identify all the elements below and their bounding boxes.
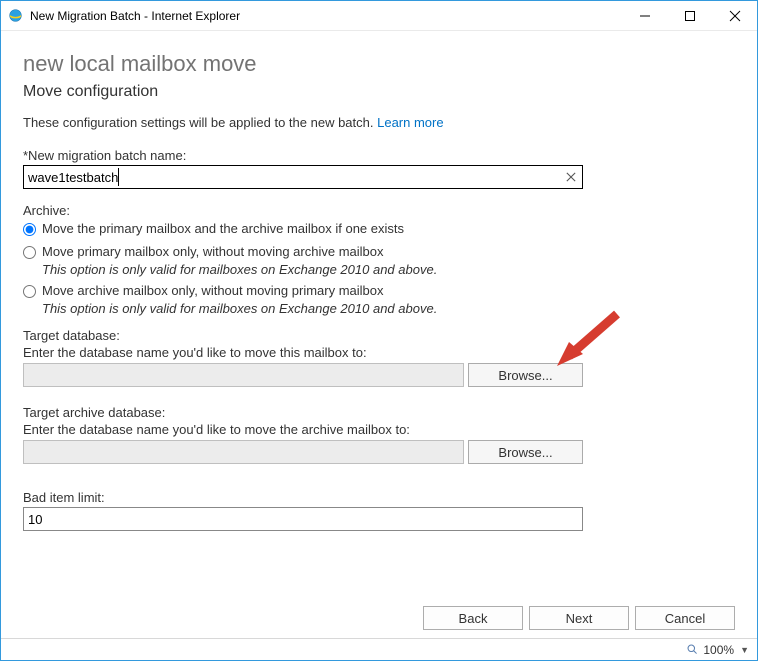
target-archive-db-input	[23, 440, 464, 464]
archive-radio-0[interactable]	[23, 223, 36, 236]
target-archive-db-label: Target archive database:	[23, 405, 735, 420]
ie-icon	[7, 7, 24, 24]
content-area: new local mailbox move Move configuratio…	[1, 31, 757, 638]
close-button[interactable]	[712, 1, 757, 31]
archive-option-0-label: Move the primary mailbox and the archive…	[42, 221, 404, 236]
intro-text: These configuration settings will be app…	[23, 115, 735, 130]
archive-option-1[interactable]: Move primary mailbox only, without movin…	[23, 244, 735, 259]
target-db-hint: Enter the database name you'd like to mo…	[23, 345, 735, 360]
zoom-icon	[686, 643, 699, 656]
batch-name-label: *New migration batch name:	[23, 148, 735, 163]
target-archive-db-hint: Enter the database name you'd like to mo…	[23, 422, 735, 437]
target-db-label: Target database:	[23, 328, 735, 343]
archive-option-2-label: Move archive mailbox only, without movin…	[42, 283, 384, 298]
archive-option-1-note: This option is only valid for mailboxes …	[42, 262, 735, 277]
bad-item-input[interactable]	[23, 507, 583, 531]
window-frame: New Migration Batch - Internet Explorer …	[0, 0, 758, 661]
archive-radio-2[interactable]	[23, 285, 36, 298]
batch-name-wrap	[23, 165, 583, 189]
archive-option-1-label: Move primary mailbox only, without movin…	[42, 244, 384, 259]
target-db-input	[23, 363, 464, 387]
cancel-button[interactable]: Cancel	[635, 606, 735, 630]
archive-option-2-note: This option is only valid for mailboxes …	[42, 301, 735, 316]
archive-label: Archive:	[23, 203, 735, 218]
back-button[interactable]: Back	[423, 606, 523, 630]
target-archive-db-browse-button[interactable]: Browse...	[468, 440, 583, 464]
statusbar: 100% ▼	[1, 638, 757, 660]
minimize-button[interactable]	[622, 1, 667, 31]
target-db-browse-button[interactable]: Browse...	[468, 363, 583, 387]
next-button[interactable]: Next	[529, 606, 629, 630]
titlebar: New Migration Batch - Internet Explorer	[1, 1, 757, 31]
archive-option-2[interactable]: Move archive mailbox only, without movin…	[23, 283, 735, 298]
archive-radio-1[interactable]	[23, 246, 36, 259]
maximize-button[interactable]	[667, 1, 712, 31]
section-title: Move configuration	[23, 83, 735, 101]
zoom-dropdown-icon[interactable]: ▼	[738, 645, 751, 655]
zoom-level: 100%	[703, 643, 734, 657]
intro-body: These configuration settings will be app…	[23, 115, 377, 130]
page-title: new local mailbox move	[23, 51, 735, 77]
window-title: New Migration Batch - Internet Explorer	[30, 9, 240, 23]
clear-icon[interactable]	[563, 169, 579, 185]
nav-buttons: Back Next Cancel	[423, 606, 735, 630]
bad-item-label: Bad item limit:	[23, 490, 735, 505]
archive-option-0[interactable]: Move the primary mailbox and the archive…	[23, 221, 735, 236]
batch-name-input[interactable]	[23, 165, 583, 189]
learn-more-link[interactable]: Learn more	[377, 115, 443, 130]
text-cursor	[118, 168, 119, 186]
